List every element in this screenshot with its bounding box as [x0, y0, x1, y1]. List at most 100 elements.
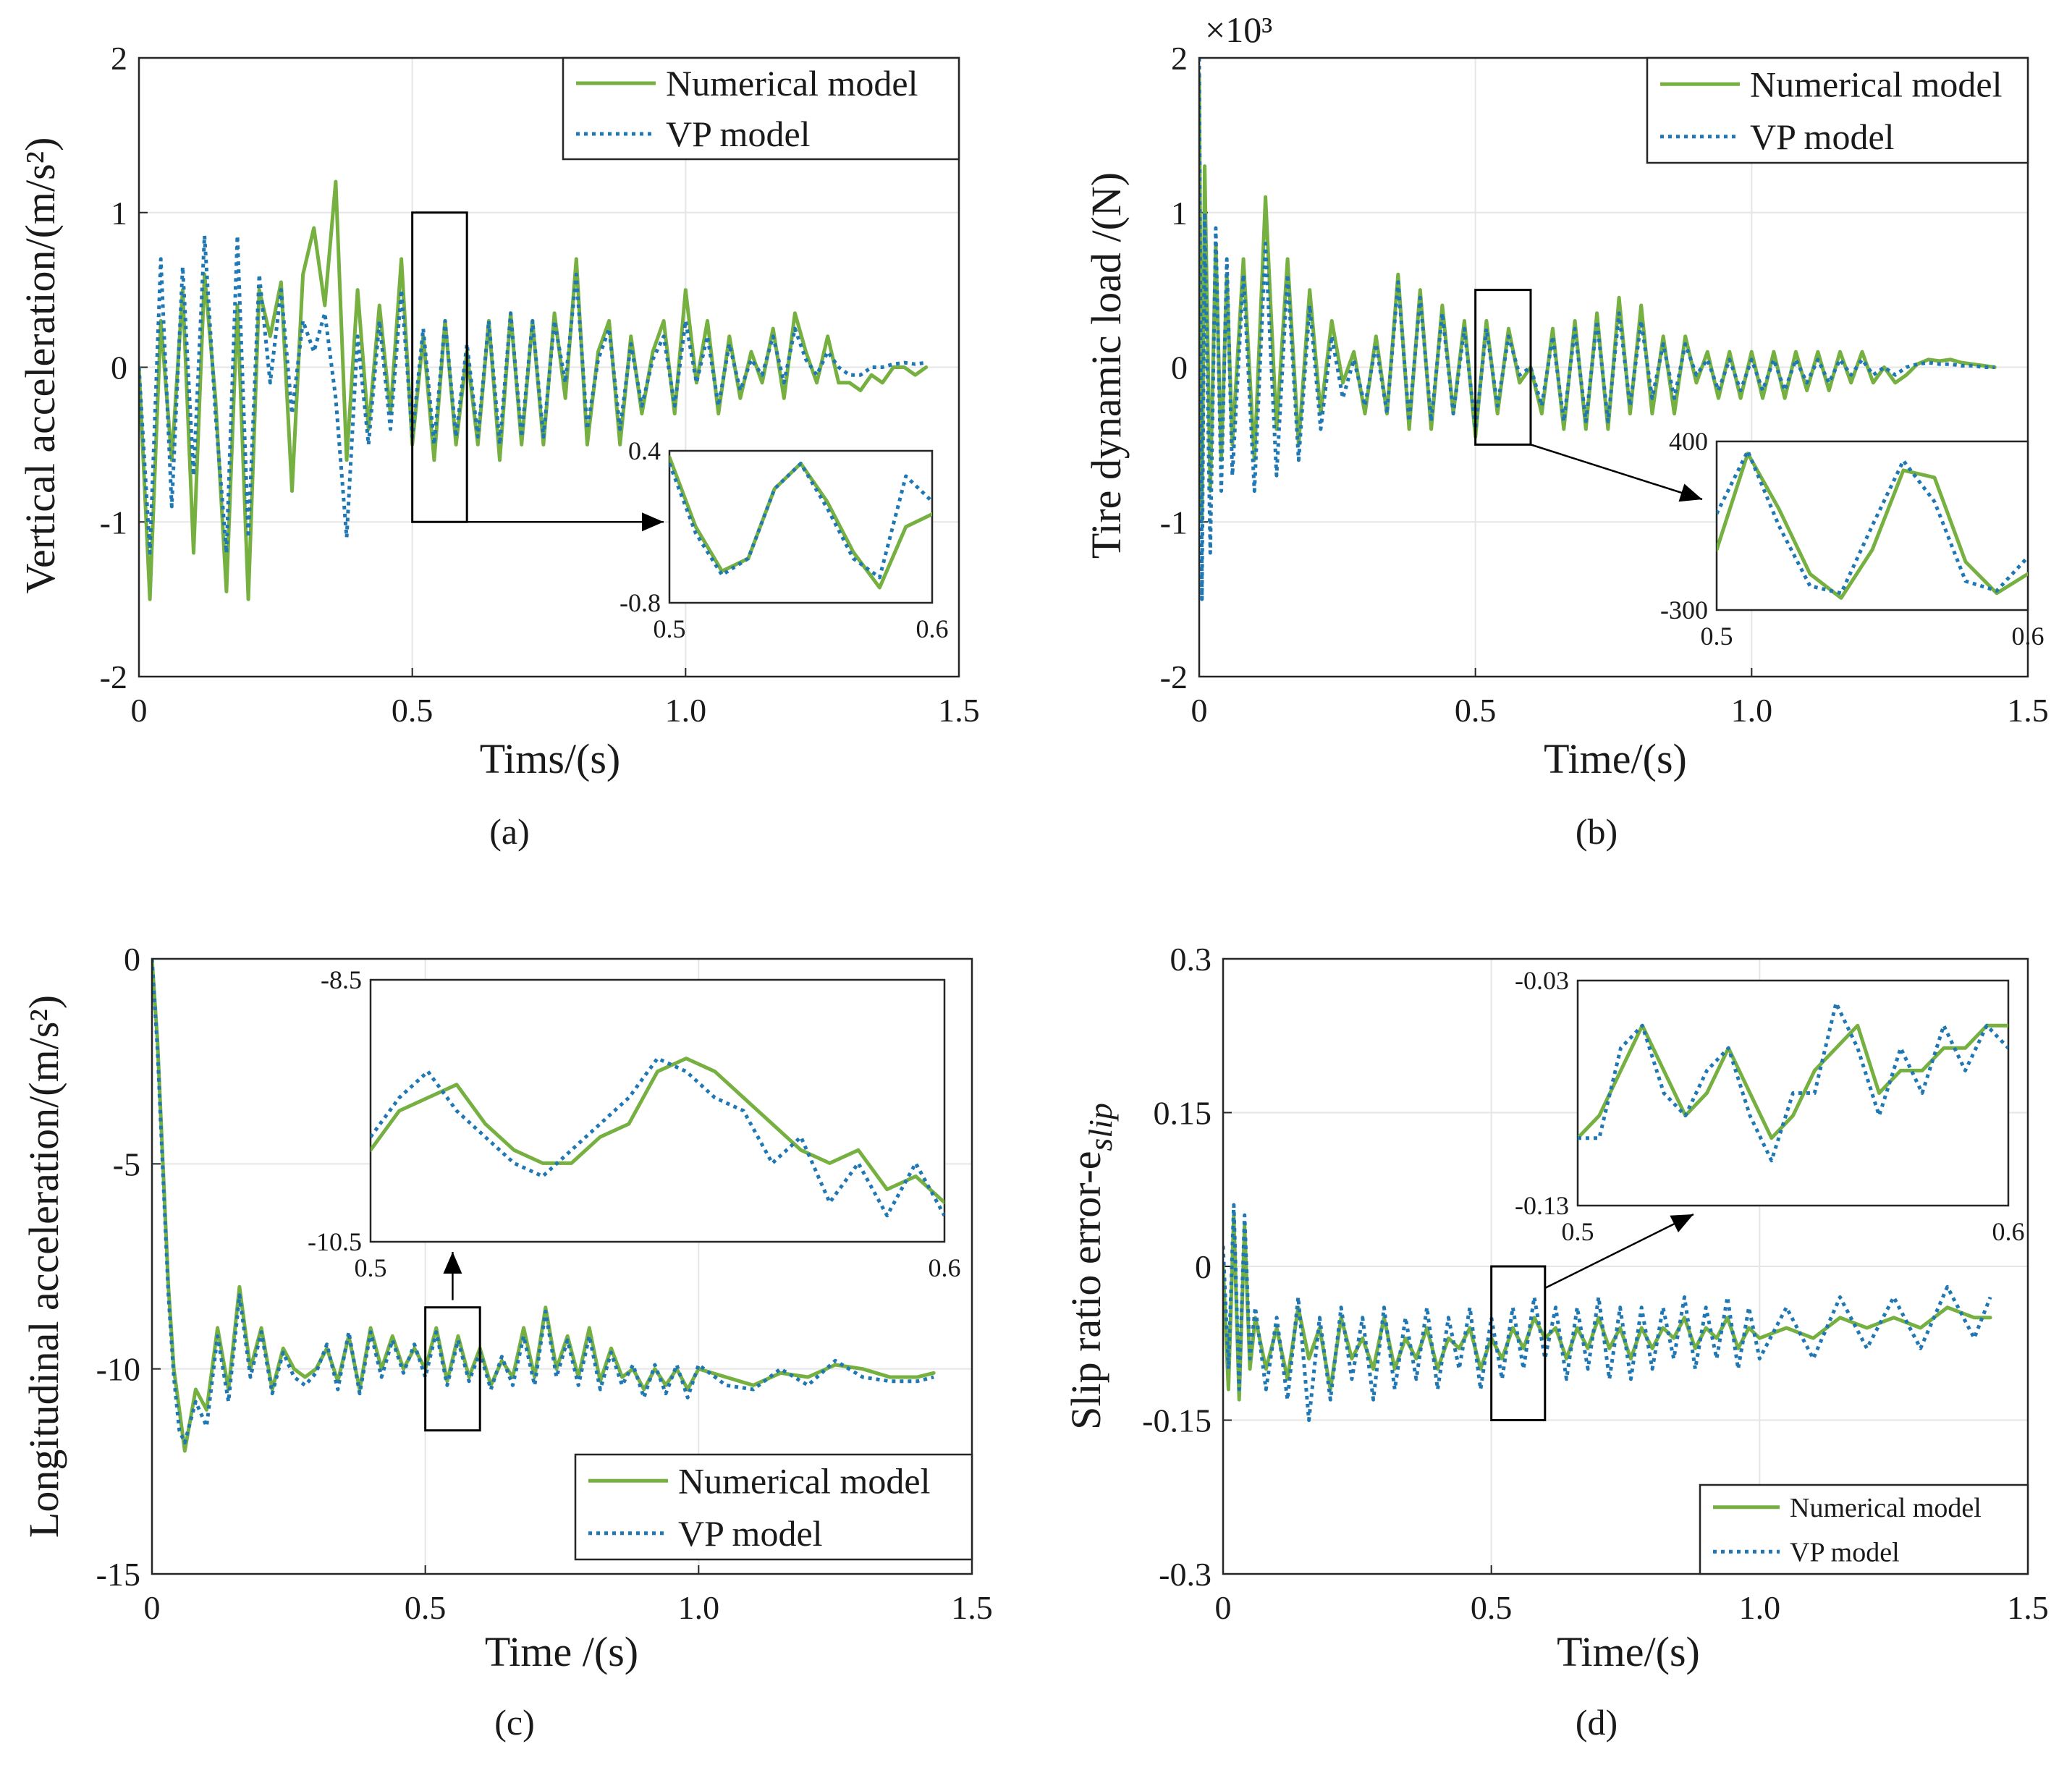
zoom-arrow-head [1670, 1214, 1693, 1232]
inset-x-tick-label: 0.5 [654, 614, 686, 643]
panel-b: 0 0.5 1.0 1.5 -2 -1 0 1 2 ×10³ 0.5 0.6 400 -300 Numeri… [1083, 9, 2049, 852]
legend-box [1699, 1483, 2029, 1575]
legend-box [1646, 56, 2029, 164]
panel-caption: (c) [494, 1702, 535, 1743]
inset-x-tick-label: 0.6 [1992, 1217, 2025, 1246]
legend-label: VP model [1750, 117, 1895, 157]
y-tick-label: -0.15 [1142, 1402, 1212, 1439]
y-axis-label: Longitudinal acceleration/(m/s²) [20, 995, 67, 1538]
x-tick-label: 0 [1191, 692, 1208, 729]
legend-box [562, 56, 960, 161]
y-axis-label: Tire dynamic load /(N) [1083, 172, 1130, 559]
inset-y-tick-label: -300 [1660, 596, 1708, 625]
panel-caption: (a) [489, 811, 530, 852]
zoom-box [1490, 1265, 1547, 1421]
y-tick-label: -0.3 [1159, 1556, 1212, 1593]
y-axis-label-main: Longitudinal acceleration/(m/s²) [20, 995, 67, 1538]
y-tick-label: -1 [100, 504, 127, 541]
inset-y-tick-label: -0.8 [620, 588, 661, 617]
inset-numerical-model-line [371, 1057, 944, 1205]
inset-series-group [1578, 1001, 2008, 1163]
inset-y-tick-label: -10.5 [308, 1227, 362, 1256]
zoom-arrow-head [443, 1252, 462, 1274]
series-group [1223, 1203, 1992, 1422]
y-tick-label: 0 [1195, 1248, 1212, 1285]
inset-vp-model-line [1717, 449, 2028, 596]
inset-frame [369, 978, 946, 1243]
x-tick-label: 1.5 [951, 1589, 993, 1626]
y-tick-label: -1 [1160, 504, 1188, 541]
axes-frame [1222, 957, 2029, 1575]
inset-numerical-model-line [1578, 1023, 2008, 1140]
inset-frame [1715, 440, 2029, 611]
series-group [1199, 58, 1997, 601]
y-tick-label: 0 [111, 350, 127, 386]
legend-label: VP model [1790, 1537, 1900, 1567]
zoom-box [424, 1306, 481, 1432]
y-axis-label: Slip ratio error-eslip [1062, 1103, 1119, 1430]
x-tick-label: 0 [1215, 1589, 1232, 1626]
x-tick-label: 1.0 [665, 692, 707, 729]
y-tick-label: 0.15 [1154, 1095, 1212, 1132]
y-tick-label: -10 [96, 1351, 140, 1388]
zoom-arrow-line [1544, 1213, 1694, 1290]
y-tick-label: 1 [1171, 195, 1188, 232]
legend-label: VP model [666, 114, 811, 154]
y-tick-label: 2 [1171, 40, 1188, 77]
inset-numerical-model-line [1717, 452, 2028, 600]
x-tick-label: 1.5 [2007, 692, 2049, 729]
x-tick-label: 0.5 [1455, 692, 1497, 729]
inset-x-tick-label: 0.5 [1562, 1217, 1594, 1246]
y-axis-label-subscript: slip [1082, 1103, 1119, 1151]
x-tick-label: 1.5 [2007, 1589, 2049, 1626]
y-tick-label: 0.3 [1170, 941, 1212, 978]
y-tick-label: 0 [1171, 350, 1188, 386]
legend-label: VP model [678, 1513, 823, 1554]
x-tick-label: 0.5 [392, 692, 434, 729]
axes-frame [1198, 56, 2029, 678]
series-group [152, 959, 936, 1453]
inset-y-tick-label: -0.13 [1515, 1191, 1569, 1220]
series-group [139, 179, 929, 601]
y-tick-label: -2 [1160, 659, 1188, 695]
y-axis-label-main: Tire dynamic load /(N) [1083, 172, 1130, 559]
inset-x-tick-label: 0.5 [355, 1253, 387, 1282]
zoom-arrow-head [642, 512, 664, 532]
exponent-label: ×10³ [1205, 9, 1272, 50]
inset-series-group [669, 455, 932, 590]
inset-vp-model-line [1578, 1001, 2008, 1163]
panel-caption: (d) [1576, 1702, 1618, 1743]
inset-x-tick-label: 0.6 [929, 1253, 961, 1282]
inset-y-tick-label: 400 [1669, 427, 1708, 456]
legend-label: Numerical model [666, 63, 918, 103]
x-tick-label: 0.5 [1471, 1589, 1513, 1626]
panel-d: 0 0.5 1.0 1.5 -0.3 -0.15 0 0.15 0.3 0.5 0.6 -0.03 -0… [1062, 941, 2049, 1743]
y-tick-label: -15 [96, 1556, 140, 1593]
legend-label: Numerical model [678, 1460, 931, 1501]
inset-frame [668, 449, 934, 604]
series-vp-model-line [1223, 1203, 1992, 1422]
x-tick-label: 1.0 [678, 1589, 720, 1626]
x-tick-label: 1.5 [938, 692, 980, 729]
inset-y-tick-label: 0.4 [628, 436, 661, 465]
x-axis-label: Time/(s) [1557, 1628, 1700, 1675]
y-axis-label-main: Slip ratio error-e [1062, 1151, 1109, 1430]
x-axis-label: Time/(s) [1544, 735, 1687, 782]
y-axis-label-main: Vertical acceleration/(m/s²) [17, 137, 64, 594]
x-tick-label: 0.5 [405, 1589, 447, 1626]
zoom-arrow-head [1678, 483, 1702, 502]
series-vp-model-line [139, 234, 927, 555]
panel-c: 0 0.5 1.0 1.5 -15 -10 -5 0 0.5 0.6 -8.5 -10.5 Numeri… [20, 941, 993, 1743]
series-vp-model-line [1199, 58, 1995, 601]
inset-series-group [371, 1057, 944, 1218]
zoom-box [1474, 289, 1532, 446]
inset-y-tick-label: -8.5 [321, 965, 362, 994]
panel-a: 0 0.5 1.0 1.5 -2 -1 0 1 2 0.5 0.6 0.4 -0.8 Numerical … [17, 40, 980, 852]
inset-x-tick-label: 0.6 [2012, 622, 2044, 651]
y-tick-label: -5 [113, 1146, 140, 1182]
x-axis-label: Tims/(s) [480, 735, 621, 782]
x-tick-label: 1.0 [1731, 692, 1773, 729]
axes-frame [151, 957, 973, 1575]
inset-y-tick-label: -0.03 [1515, 966, 1569, 995]
zoom-arrow-line [1530, 444, 1703, 501]
